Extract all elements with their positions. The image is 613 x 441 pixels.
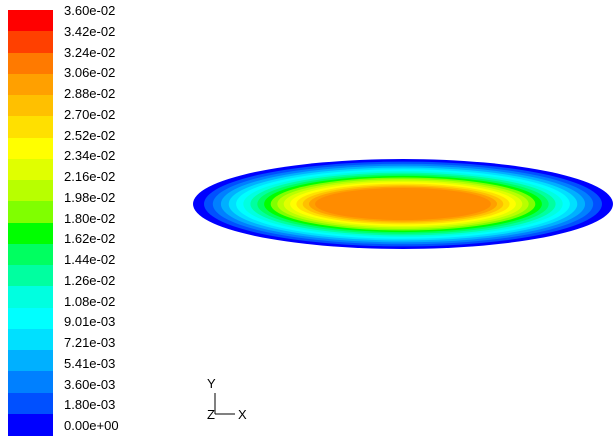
x-axis-label: X (238, 407, 247, 422)
colorbar-label: 7.21e-03 (64, 335, 116, 350)
colorbar-swatch (8, 243, 53, 266)
colorbar-label: 3.06e-02 (64, 65, 116, 81)
colorbar-label: 2.88e-02 (64, 86, 116, 101)
colorbar-swatch (8, 95, 53, 117)
colorbar-swatch (8, 371, 53, 394)
y-axis-label: Y (207, 376, 216, 391)
colorbar-swatch (8, 307, 53, 330)
contour-bands (193, 159, 613, 249)
colorbar-label: 3.24e-02 (64, 44, 116, 60)
colorbar-label: 3.60e-03 (64, 376, 116, 392)
colorbar-swatch (8, 222, 53, 245)
colorbar-swatch (8, 392, 53, 415)
colorbar-label: 3.42e-02 (64, 23, 116, 39)
colorbar-label: 2.16e-02 (64, 169, 116, 184)
colorbar-label: 1.44e-02 (64, 252, 116, 267)
colorbar-label: 5.41e-03 (64, 355, 116, 371)
colorbar-swatch (8, 116, 53, 139)
colorbar-swatch (8, 158, 53, 181)
colorbar-swatch (8, 328, 53, 351)
colorbar-label: 2.34e-02 (64, 148, 116, 164)
colorbar-swatch (8, 73, 53, 96)
colorbar-label: 1.98e-02 (64, 189, 116, 205)
colorbar-label: 1.26e-02 (64, 272, 116, 288)
axis-triad (214, 393, 235, 415)
colorbar-label: 3.60e-02 (64, 3, 116, 18)
colorbar-label: 0.00e+00 (64, 418, 119, 433)
colorbar-label: 9.01e-03 (64, 314, 116, 330)
colorbar-swatch (8, 201, 53, 224)
colorbar-swatch (8, 31, 53, 54)
contour-band (315, 188, 491, 220)
colorbar-label: 1.80e-03 (64, 397, 116, 413)
colorbar-label: 2.70e-02 (64, 106, 116, 122)
colorbar-swatch (8, 10, 53, 32)
colorbar-swatch (8, 52, 53, 75)
colorbar-swatch (8, 413, 53, 436)
colorbar-swatch (8, 265, 53, 287)
colorbar-label: 1.80e-02 (64, 210, 116, 226)
colorbar-label: 1.08e-02 (64, 293, 116, 309)
colorbar-swatch (8, 350, 53, 372)
z-axis-label: Z (207, 407, 215, 422)
colorbar-swatch (8, 180, 53, 202)
colorbar-swatch (8, 286, 53, 309)
colorbar-label: 1.62e-02 (64, 231, 116, 247)
colorbar-swatch (8, 137, 53, 160)
colorbar-legend (8, 10, 53, 436)
colorbar-label: 2.52e-02 (64, 127, 116, 143)
